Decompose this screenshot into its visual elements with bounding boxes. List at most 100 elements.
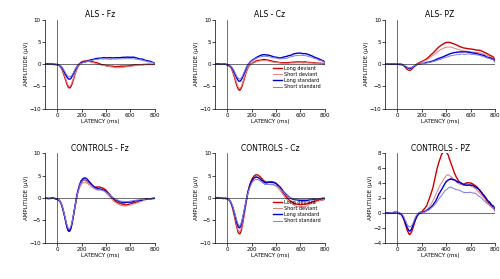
- Short standard: [262, 55, 268, 58]
- Long standard: [92, 186, 98, 189]
- Long deviant: [456, 180, 462, 183]
- Long deviant: [402, 65, 407, 68]
- Long standard: [212, 196, 218, 200]
- Short deviant: [382, 62, 388, 66]
- Long standard: [432, 59, 438, 62]
- Short standard: [253, 178, 259, 181]
- Long standard: [297, 51, 303, 55]
- Long standard: [402, 64, 407, 68]
- Long deviant: [125, 203, 131, 206]
- Short deviant: [286, 62, 292, 65]
- Short standard: [406, 66, 412, 70]
- Legend: Long deviant, Short deviant, Long standard, Short standard: Long deviant, Short deviant, Long standa…: [271, 198, 322, 225]
- Long deviant: [85, 59, 91, 62]
- Long standard: [286, 195, 292, 198]
- X-axis label: LATENCY (ms): LATENCY (ms): [80, 119, 119, 124]
- Short deviant: [402, 65, 407, 68]
- Short deviant: [66, 228, 72, 231]
- Long deviant: [66, 86, 72, 90]
- Short standard: [232, 70, 237, 74]
- Short standard: [382, 63, 388, 66]
- Long standard: [262, 181, 268, 184]
- Short deviant: [295, 205, 301, 208]
- Long standard: [277, 56, 283, 60]
- Short standard: [125, 57, 131, 61]
- Y-axis label: AMPLITUDE (μV): AMPLITUDE (μV): [194, 176, 200, 220]
- Short standard: [232, 211, 237, 214]
- Long deviant: [42, 62, 48, 66]
- Short standard: [212, 62, 218, 66]
- Short standard: [432, 59, 438, 63]
- Long deviant: [66, 230, 72, 233]
- Long standard: [70, 72, 76, 75]
- Long deviant: [432, 49, 438, 52]
- Long deviant: [107, 193, 113, 197]
- Long standard: [236, 80, 242, 83]
- Short deviant: [125, 204, 131, 207]
- Short deviant: [322, 62, 328, 66]
- Long deviant: [382, 62, 388, 66]
- Long deviant: [382, 211, 388, 215]
- Long standard: [402, 219, 407, 222]
- Long deviant: [125, 64, 131, 68]
- Long deviant: [448, 41, 454, 44]
- Long standard: [125, 56, 131, 59]
- Line: Long deviant: Long deviant: [45, 180, 155, 231]
- Long deviant: [448, 160, 454, 163]
- Long standard: [232, 71, 237, 75]
- Line: Short standard: Short standard: [45, 180, 155, 229]
- Short standard: [262, 183, 268, 186]
- Short standard: [322, 196, 328, 200]
- Short deviant: [465, 50, 471, 53]
- Line: Short deviant: Short deviant: [385, 175, 495, 232]
- Y-axis label: AMPLITUDE (μV): AMPLITUDE (μV): [24, 42, 29, 86]
- Long standard: [407, 67, 413, 70]
- Long deviant: [116, 201, 121, 205]
- Long standard: [465, 184, 471, 187]
- Long standard: [406, 229, 412, 232]
- Short standard: [382, 211, 388, 215]
- Short standard: [456, 53, 462, 56]
- Long deviant: [152, 197, 158, 200]
- Line: Long standard: Long standard: [385, 179, 495, 231]
- Line: Short deviant: Short deviant: [215, 177, 325, 232]
- Short deviant: [295, 61, 301, 64]
- Long deviant: [295, 60, 301, 64]
- X-axis label: LATENCY (ms): LATENCY (ms): [421, 253, 460, 258]
- Long standard: [253, 175, 259, 179]
- Short standard: [116, 199, 121, 202]
- Short deviant: [116, 203, 121, 206]
- Long deviant: [410, 224, 416, 227]
- Line: Long standard: Long standard: [385, 52, 495, 69]
- Short standard: [124, 57, 130, 60]
- Line: Long deviant: Long deviant: [385, 151, 495, 235]
- Long deviant: [82, 178, 87, 182]
- Long deviant: [92, 61, 98, 64]
- Line: Short standard: Short standard: [215, 55, 325, 79]
- Long standard: [107, 194, 113, 197]
- Long standard: [240, 213, 246, 216]
- Long deviant: [406, 233, 412, 236]
- Short deviant: [236, 230, 242, 234]
- Short deviant: [240, 216, 246, 219]
- Long standard: [432, 200, 438, 204]
- Long deviant: [236, 88, 242, 92]
- Short standard: [116, 57, 121, 61]
- Short standard: [240, 211, 246, 215]
- Long deviant: [262, 180, 268, 183]
- Short standard: [492, 209, 498, 212]
- Short deviant: [85, 60, 91, 63]
- Long deviant: [62, 74, 68, 78]
- Short deviant: [66, 85, 72, 88]
- Long deviant: [240, 80, 246, 83]
- Short standard: [125, 200, 131, 203]
- Short deviant: [448, 45, 454, 49]
- Short standard: [236, 77, 242, 81]
- Long deviant: [116, 65, 121, 68]
- Short deviant: [82, 181, 88, 184]
- Short deviant: [492, 59, 498, 63]
- Long standard: [382, 211, 388, 215]
- Long deviant: [295, 203, 301, 206]
- Short standard: [286, 195, 292, 199]
- Short standard: [42, 62, 48, 66]
